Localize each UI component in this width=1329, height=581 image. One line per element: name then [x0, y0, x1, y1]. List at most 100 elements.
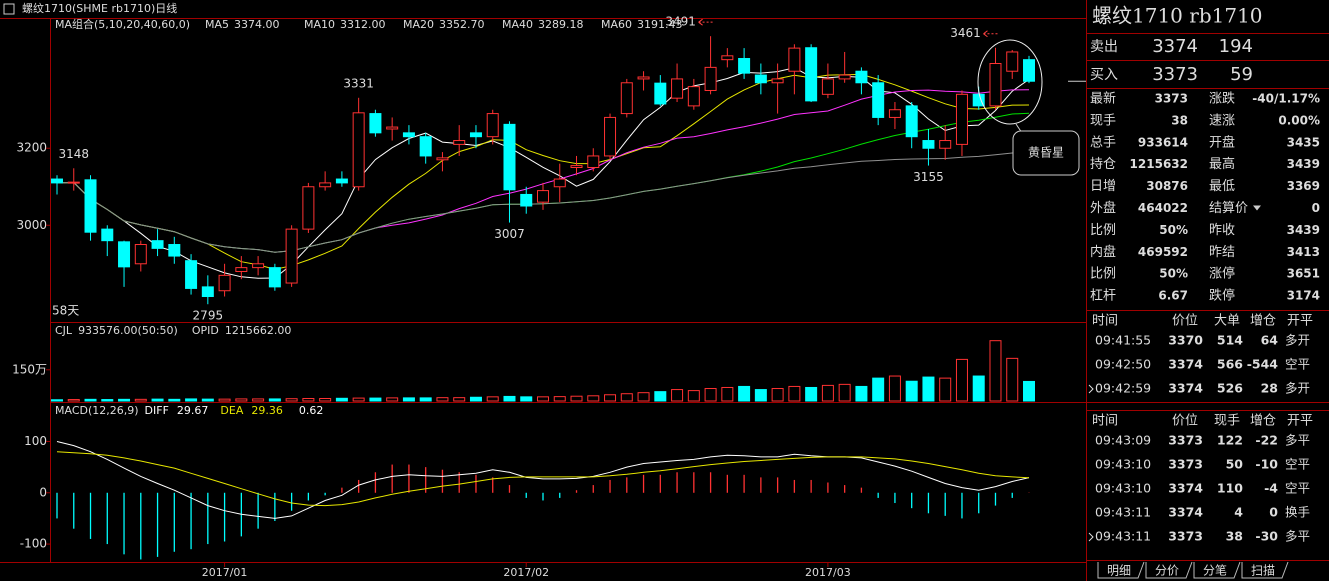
- oi-value: 1215662.00: [225, 324, 291, 337]
- macd-value: 0.62: [299, 404, 324, 417]
- candle-body: [637, 76, 650, 80]
- tab[interactable]: [1193, 561, 1241, 579]
- price-annotation: 3461: [950, 26, 981, 40]
- candle-body: [620, 82, 633, 115]
- ma-legend-title: MA组合(5,10,20,40,60,0): [55, 17, 190, 31]
- x-tick-label: 2017/02: [503, 566, 549, 579]
- table-cell: 多平: [1285, 433, 1310, 448]
- table-cell: 3374: [1168, 505, 1203, 520]
- candle-body: [704, 66, 717, 91]
- table-cell: 09:42:59: [1095, 381, 1151, 396]
- volume-bar: [989, 340, 1002, 402]
- candle-body: [922, 140, 935, 149]
- table-cell: 514: [1217, 333, 1243, 348]
- tab-label[interactable]: 明细: [1107, 564, 1131, 578]
- volume-bar: [604, 394, 617, 402]
- candle-body: [788, 47, 801, 72]
- diff-line: [56, 441, 1030, 519]
- volume-bar: [654, 391, 667, 402]
- stat-value: 0.00%: [1278, 113, 1320, 127]
- ma-value: 3191.43: [637, 18, 683, 31]
- tab[interactable]: [1145, 561, 1193, 579]
- candle-body: [285, 228, 298, 284]
- volume-bar: [419, 397, 432, 402]
- table-cell: 09:43:11: [1095, 529, 1151, 544]
- candle-body: [955, 93, 968, 145]
- y-tick-label: 0: [39, 485, 47, 499]
- candle-body: [872, 82, 885, 118]
- candle-body: [369, 113, 382, 134]
- stat-value: 3651: [1287, 267, 1320, 281]
- volume-bar: [503, 395, 516, 402]
- stat-label: 开盘: [1209, 134, 1235, 150]
- volume-bar: [520, 396, 533, 402]
- volume-bar: [151, 398, 164, 402]
- table-cell: -22: [1255, 433, 1278, 448]
- table-cell: 64: [1261, 333, 1279, 348]
- candle-body: [671, 78, 684, 99]
- stat-value: 1215632: [1130, 157, 1188, 171]
- stat-value: 50%: [1159, 267, 1188, 281]
- volume-bar: [1023, 380, 1035, 402]
- y-tick-label: 100: [24, 434, 47, 448]
- tab-label[interactable]: 分笔: [1203, 563, 1227, 578]
- volume-bar: [185, 398, 198, 402]
- volume-bar: [218, 398, 231, 402]
- dropdown-arrow[interactable]: [1253, 205, 1261, 211]
- volume-bar: [486, 396, 499, 402]
- candle-body: [419, 136, 432, 157]
- callout-box: [1012, 130, 1080, 176]
- x-tick-label: 2017/03: [805, 566, 851, 579]
- table-header: 价位: [1172, 314, 1198, 329]
- table-cell: 多平: [1285, 529, 1310, 544]
- ma-name: MA40: [502, 18, 533, 31]
- tab[interactable]: [1241, 561, 1289, 579]
- volume-bar: [386, 397, 399, 402]
- stat-value: 0: [1312, 201, 1320, 215]
- volume-bar: [721, 386, 734, 402]
- stat-label: 总手: [1090, 135, 1116, 150]
- stat-label: 外盘: [1090, 200, 1116, 216]
- candle-body: [553, 178, 566, 188]
- table-cell: 3374: [1168, 381, 1203, 396]
- ma-name: MA10: [304, 18, 335, 31]
- stat-label: 速涨: [1209, 113, 1235, 128]
- volume-bar: [872, 377, 885, 402]
- stat-value: 30876: [1146, 179, 1188, 193]
- table-cell: -4: [1264, 481, 1278, 496]
- table-cell: 28: [1261, 381, 1278, 396]
- candle-body: [771, 78, 784, 84]
- stat-value: 3439: [1287, 157, 1320, 171]
- volume-bar: [402, 397, 415, 402]
- volume-bar: [587, 395, 600, 402]
- table-header: 开平: [1287, 314, 1313, 329]
- ma-legend: MA10 3312.00: [304, 18, 386, 31]
- volume-bar: [1006, 357, 1019, 402]
- pattern-circle: [977, 39, 1043, 125]
- candle-body: [939, 140, 952, 149]
- table-cell: 空平: [1285, 357, 1310, 372]
- tab-label[interactable]: 扫描: [1251, 564, 1275, 578]
- table-cell: 换手: [1285, 505, 1310, 520]
- dea-label: DEA: [220, 404, 243, 417]
- ma-value: 3352.70: [439, 18, 485, 31]
- table-cell: -10: [1255, 457, 1278, 472]
- tab[interactable]: [1097, 561, 1145, 579]
- table-cell: 38: [1226, 529, 1243, 544]
- volume-legend: CJL 933576.00(50:50) OPID 1215662.00: [55, 324, 291, 337]
- candle-body: [201, 286, 214, 298]
- ma-legend: MA40 3289.18: [502, 18, 584, 31]
- ma-value: 3312.00: [340, 18, 386, 31]
- volume-bar: [620, 393, 633, 402]
- macd-legend: MACD(12,26,9) DIFF 29.67 DEA 29.36 0.62: [55, 404, 323, 417]
- stat-label: 昨结: [1209, 245, 1235, 260]
- table-cell: -544: [1247, 357, 1279, 372]
- tab-label[interactable]: 分价: [1155, 564, 1179, 578]
- volume-bar: [637, 392, 650, 402]
- candle-body: [436, 157, 449, 161]
- table-cell: 09:43:10: [1095, 481, 1151, 496]
- volume-bar: [134, 398, 147, 402]
- quote-price: 3374: [1152, 36, 1198, 57]
- candle-body: [302, 186, 315, 230]
- row-marker: [1088, 532, 1094, 542]
